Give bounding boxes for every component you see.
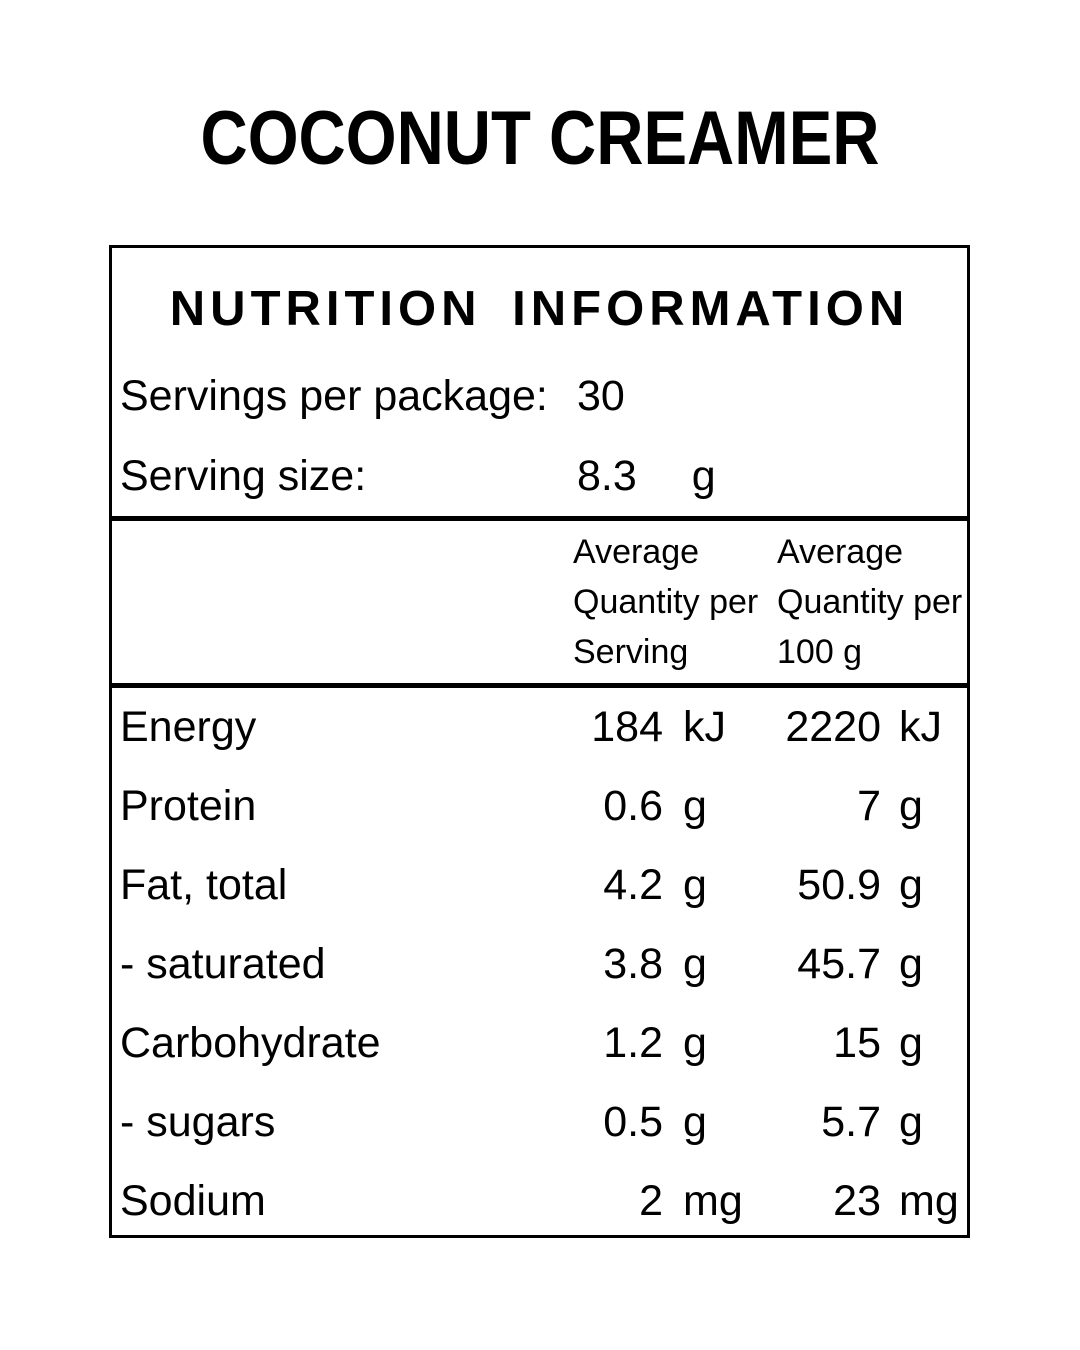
serving-size-row: Serving size: 8.3 g xyxy=(112,436,967,516)
serving-size-value: 8.3 xyxy=(577,451,637,500)
per-serving-unit: g xyxy=(683,782,707,830)
per-100g-unit: kJ xyxy=(899,703,942,751)
nutrient-label: Energy xyxy=(120,703,257,751)
per-serving-value: 0.6 xyxy=(603,782,663,830)
per-serving-value: 1.2 xyxy=(603,1019,663,1067)
serving-size-value-group: 8.3 g xyxy=(577,451,716,500)
per-serving-unit: g xyxy=(683,940,707,988)
nutrient-row-protein: Protein 0.6 g 7 g xyxy=(112,767,967,846)
product-title: COCONUT CREAMER xyxy=(200,96,880,181)
per-serving-header-line-1: Average xyxy=(573,533,700,571)
serving-size-unit: g xyxy=(691,451,716,500)
per-100g-unit: mg xyxy=(899,1177,959,1225)
per-100g-column-header: Average Quantity per 100 g xyxy=(763,527,967,683)
per-serving-header-line-2: Quantity per xyxy=(573,583,759,621)
per-serving-unit: g xyxy=(683,861,707,909)
column-headers-row: Average Quantity per Serving Average Qua… xyxy=(112,521,967,683)
per-100g-unit: g xyxy=(899,940,923,988)
nutrient-label: - saturated xyxy=(120,940,326,988)
nutrient-label: Fat, total xyxy=(120,861,288,909)
nutrient-label: - sugars xyxy=(120,1098,276,1146)
per-100g-header-line-2: Quantity per xyxy=(777,583,963,621)
nutrient-row-saturated: - saturated 3.8 g 45.7 g xyxy=(112,925,967,1004)
per-serving-value: 184 xyxy=(591,703,663,751)
per-100g-unit: g xyxy=(899,782,923,830)
nutrient-row-carbohydrate: Carbohydrate 1.2 g 15 g xyxy=(112,1004,967,1083)
nutrient-label: Protein xyxy=(120,782,257,830)
nutrient-label: Carbohydrate xyxy=(120,1019,381,1067)
per-100g-value: 45.7 xyxy=(797,940,881,988)
nutrition-information-panel: NUTRITION INFORMATION Servings per packa… xyxy=(109,245,970,1238)
servings-per-package-value: 30 xyxy=(577,371,625,420)
section-divider-top xyxy=(112,516,967,521)
per-serving-unit: g xyxy=(683,1019,707,1067)
per-100g-value: 23 xyxy=(833,1177,881,1225)
per-100g-value: 7 xyxy=(857,782,881,830)
per-100g-unit: g xyxy=(899,861,923,909)
per-serving-unit: g xyxy=(683,1098,707,1146)
panel-heading: NUTRITION INFORMATION xyxy=(169,282,910,336)
per-serving-value: 0.5 xyxy=(603,1098,663,1146)
per-serving-value: 2 xyxy=(639,1177,663,1225)
per-100g-unit: g xyxy=(899,1019,923,1067)
per-serving-unit: kJ xyxy=(683,703,726,751)
nutrient-row-fat-total: Fat, total 4.2 g 50.9 g xyxy=(112,846,967,925)
per-100g-value: 15 xyxy=(833,1019,881,1067)
serving-size-label: Serving size: xyxy=(120,451,367,500)
servings-per-package-row: Servings per package: 30 xyxy=(112,356,967,436)
per-serving-header-line-3: Serving xyxy=(573,633,689,671)
per-serving-value: 4.2 xyxy=(603,861,663,909)
column-headers-spacer xyxy=(112,527,563,683)
nutrient-label: Sodium xyxy=(120,1177,266,1225)
per-100g-value: 50.9 xyxy=(797,861,881,909)
nutrient-row-sugars: - sugars 0.5 g 5.7 g xyxy=(112,1083,967,1162)
nutrient-table: Energy 184 kJ 2220 kJ Protein 0.6 g 7 g … xyxy=(112,688,967,1241)
per-100g-header-line-1: Average xyxy=(777,533,904,571)
nutrient-row-sodium: Sodium 2 mg 23 mg xyxy=(112,1162,967,1241)
section-divider-bottom xyxy=(112,683,967,688)
servings-per-package-label: Servings per package: xyxy=(120,371,548,420)
per-serving-value: 3.8 xyxy=(603,940,663,988)
per-100g-value: 2220 xyxy=(785,703,881,751)
per-100g-header-line-3: 100 g xyxy=(777,633,863,671)
per-100g-unit: g xyxy=(899,1098,923,1146)
per-100g-value: 5.7 xyxy=(821,1098,881,1146)
per-serving-unit: mg xyxy=(683,1177,743,1225)
per-serving-column-header: Average Quantity per Serving xyxy=(563,527,763,683)
nutrient-row-energy: Energy 184 kJ 2220 kJ xyxy=(112,688,967,767)
